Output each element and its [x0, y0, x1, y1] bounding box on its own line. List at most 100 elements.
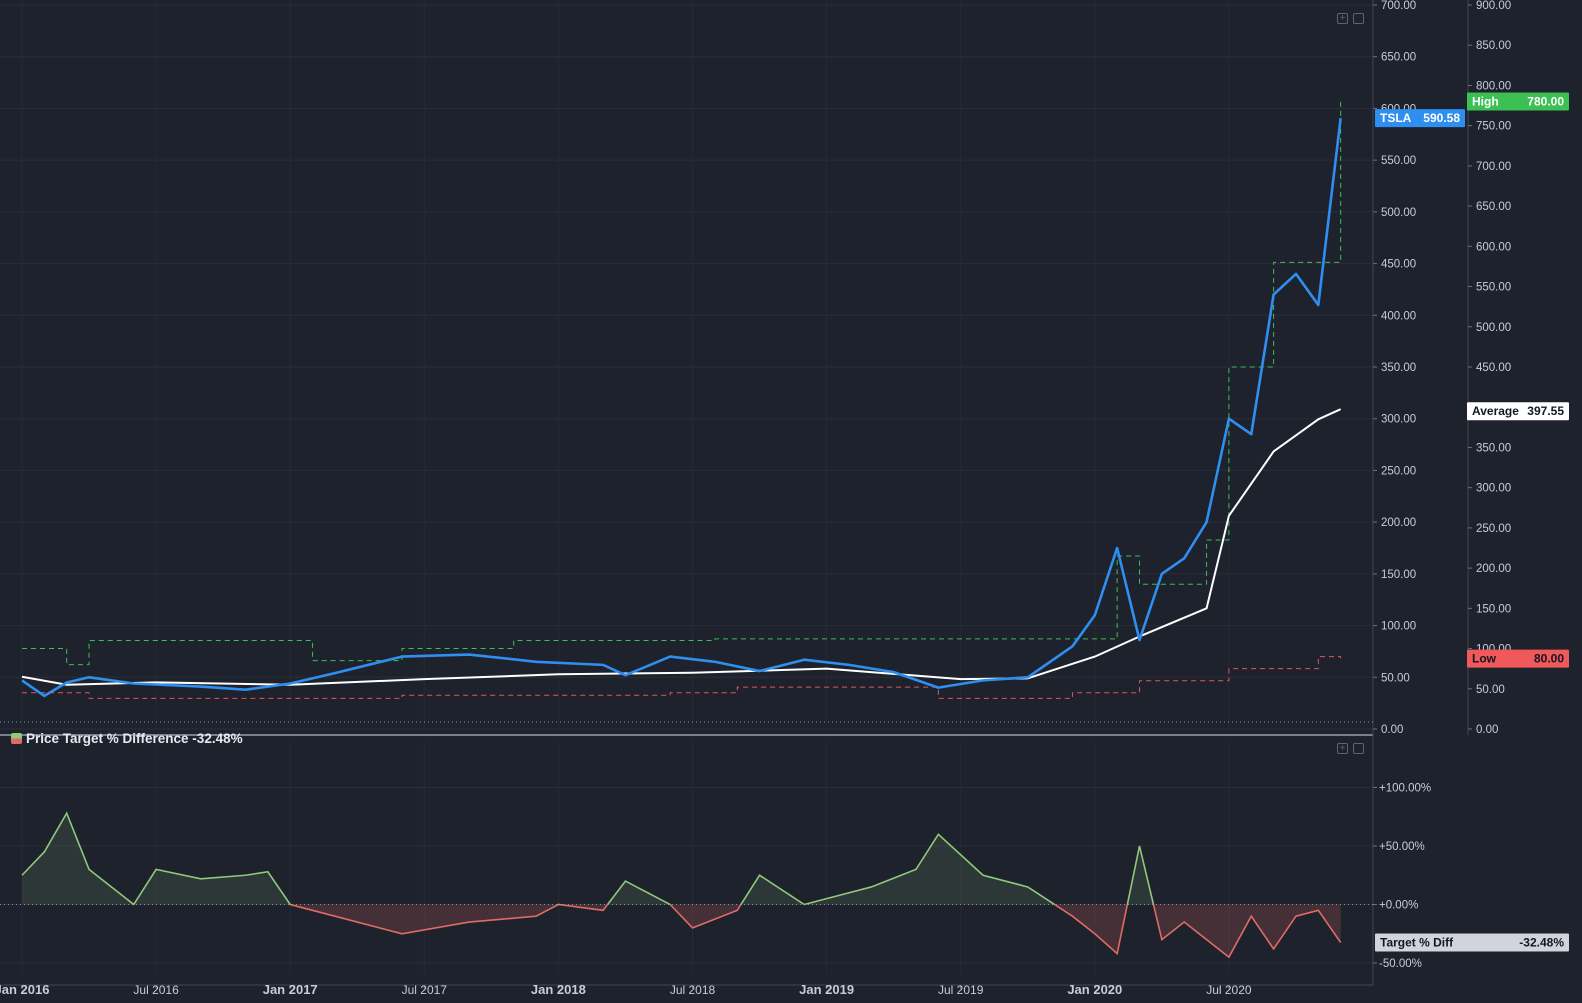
series-tsla-point [1340, 117, 1342, 119]
indicator-point [557, 904, 559, 906]
indicator-point [401, 933, 403, 935]
outer-tick-label: 300.00 [1476, 483, 1511, 495]
series-low-point [1317, 656, 1319, 658]
inner-tick-label: 700.00 [1381, 0, 1416, 12]
outer-tick-label: 900.00 [1476, 0, 1511, 12]
series-high-point [1340, 101, 1342, 103]
series-average-point [557, 673, 559, 675]
x-tick-label: Jan 2016 [0, 982, 49, 997]
series-tsla-point [1161, 573, 1163, 575]
average-badge: Average 397.55 [1467, 402, 1569, 421]
series-average-point [960, 678, 962, 680]
high-badge: High 780.00 [1467, 92, 1569, 111]
series-average-point [423, 678, 425, 680]
indicator-point [915, 868, 917, 870]
outer-tick-label: 250.00 [1476, 523, 1511, 535]
indicator-point [1027, 886, 1029, 888]
inner-tick-label: 200.00 [1381, 517, 1416, 529]
series-low-point [1071, 692, 1073, 694]
pane-add-icon[interactable]: + [1337, 13, 1348, 24]
series-tsla-point [937, 687, 939, 689]
series-high-point [669, 640, 671, 642]
series-tsla-point [1027, 676, 1029, 678]
indicator-point [624, 880, 626, 882]
series-high-point [1273, 261, 1275, 263]
indicator-point [43, 851, 45, 853]
price-series [21, 101, 1342, 699]
series-average-point [826, 668, 828, 670]
inner-tick-label: 300.00 [1381, 414, 1416, 426]
series-high-point [21, 648, 23, 650]
series-average-point [1206, 607, 1208, 609]
indicator-point [870, 886, 872, 888]
series-high-point [1228, 366, 1230, 368]
series-tsla-point [1206, 521, 1208, 523]
x-tick-label: Jan 2017 [263, 982, 318, 997]
outer-tick-label: 700.00 [1476, 161, 1511, 173]
outer-tick-label: 450.00 [1476, 362, 1511, 374]
series-low-point [1228, 668, 1230, 670]
series-high-point [312, 660, 314, 662]
indicator-positive-area [22, 813, 1341, 905]
indicator-point [602, 909, 604, 911]
indicator-add-icon[interactable]: + [1337, 743, 1348, 754]
series-high-point [66, 664, 68, 666]
inner-tick-label: 150.00 [1381, 569, 1416, 581]
series-low-point [736, 686, 738, 688]
indicator-point [88, 868, 90, 870]
low-badge-bg [1467, 649, 1569, 668]
indicator-point [982, 874, 984, 876]
series-tsla-point [1183, 557, 1185, 559]
series-tsla-point [1317, 304, 1319, 306]
indicator-point [1228, 956, 1230, 958]
series-tsla-point [1094, 614, 1096, 616]
series-low-point [1340, 657, 1342, 659]
series-tsla-line [21, 118, 1342, 698]
x-tick-label: Jul 2017 [402, 983, 448, 997]
indicator-maximize-icon[interactable] [1353, 743, 1364, 754]
series-high-point [714, 638, 716, 640]
high-badge-value: 780.00 [1527, 95, 1564, 109]
series-high-point [513, 640, 515, 642]
series-tsla-point [602, 664, 604, 666]
series-high-point [401, 648, 403, 650]
indicator-point [334, 915, 336, 917]
series-tsla-point [289, 682, 291, 684]
indicator-point [1161, 939, 1163, 941]
outer-tick-label: 600.00 [1476, 241, 1511, 253]
series-tsla-point [43, 695, 45, 697]
outer-tick-label: 750.00 [1476, 121, 1511, 133]
outer-tick-label: 350.00 [1476, 442, 1511, 454]
series-tsla-point [334, 672, 336, 674]
series-tsla-point [401, 656, 403, 658]
indicator-pane-controls: + [1337, 743, 1364, 754]
series-low-point [669, 692, 671, 694]
indicator-point [245, 874, 247, 876]
outer-tick-label: 850.00 [1476, 40, 1511, 52]
outer-tick-label: 150.00 [1476, 603, 1511, 615]
series-average-point [1228, 515, 1230, 517]
inner-tick-label: 100.00 [1381, 621, 1416, 633]
series-tsla-point [133, 682, 135, 684]
average-badge-bg [1467, 402, 1569, 421]
series-high-line [22, 101, 1342, 666]
indicator-point [155, 868, 157, 870]
indicator-point [1116, 953, 1118, 955]
low-badge: Low 80.00 [1467, 649, 1569, 668]
tsla-badge-value: 590.58 [1423, 111, 1460, 125]
indicator-tick-label: +0.00% [1379, 900, 1418, 912]
indicator-point [1139, 845, 1141, 847]
outer-tick-label: 200.00 [1476, 563, 1511, 575]
indicator-point [66, 812, 68, 814]
indicator-point [692, 927, 694, 929]
indicator-point [736, 909, 738, 911]
series-high-point [267, 640, 269, 642]
series-average-point [1094, 656, 1096, 658]
pane-maximize-icon[interactable] [1353, 13, 1364, 24]
indicator-tick-label: -50.00% [1379, 958, 1422, 970]
series-tsla-point [1116, 547, 1118, 549]
indicator-point [289, 904, 291, 906]
x-tick-label: Jul 2019 [938, 983, 984, 997]
